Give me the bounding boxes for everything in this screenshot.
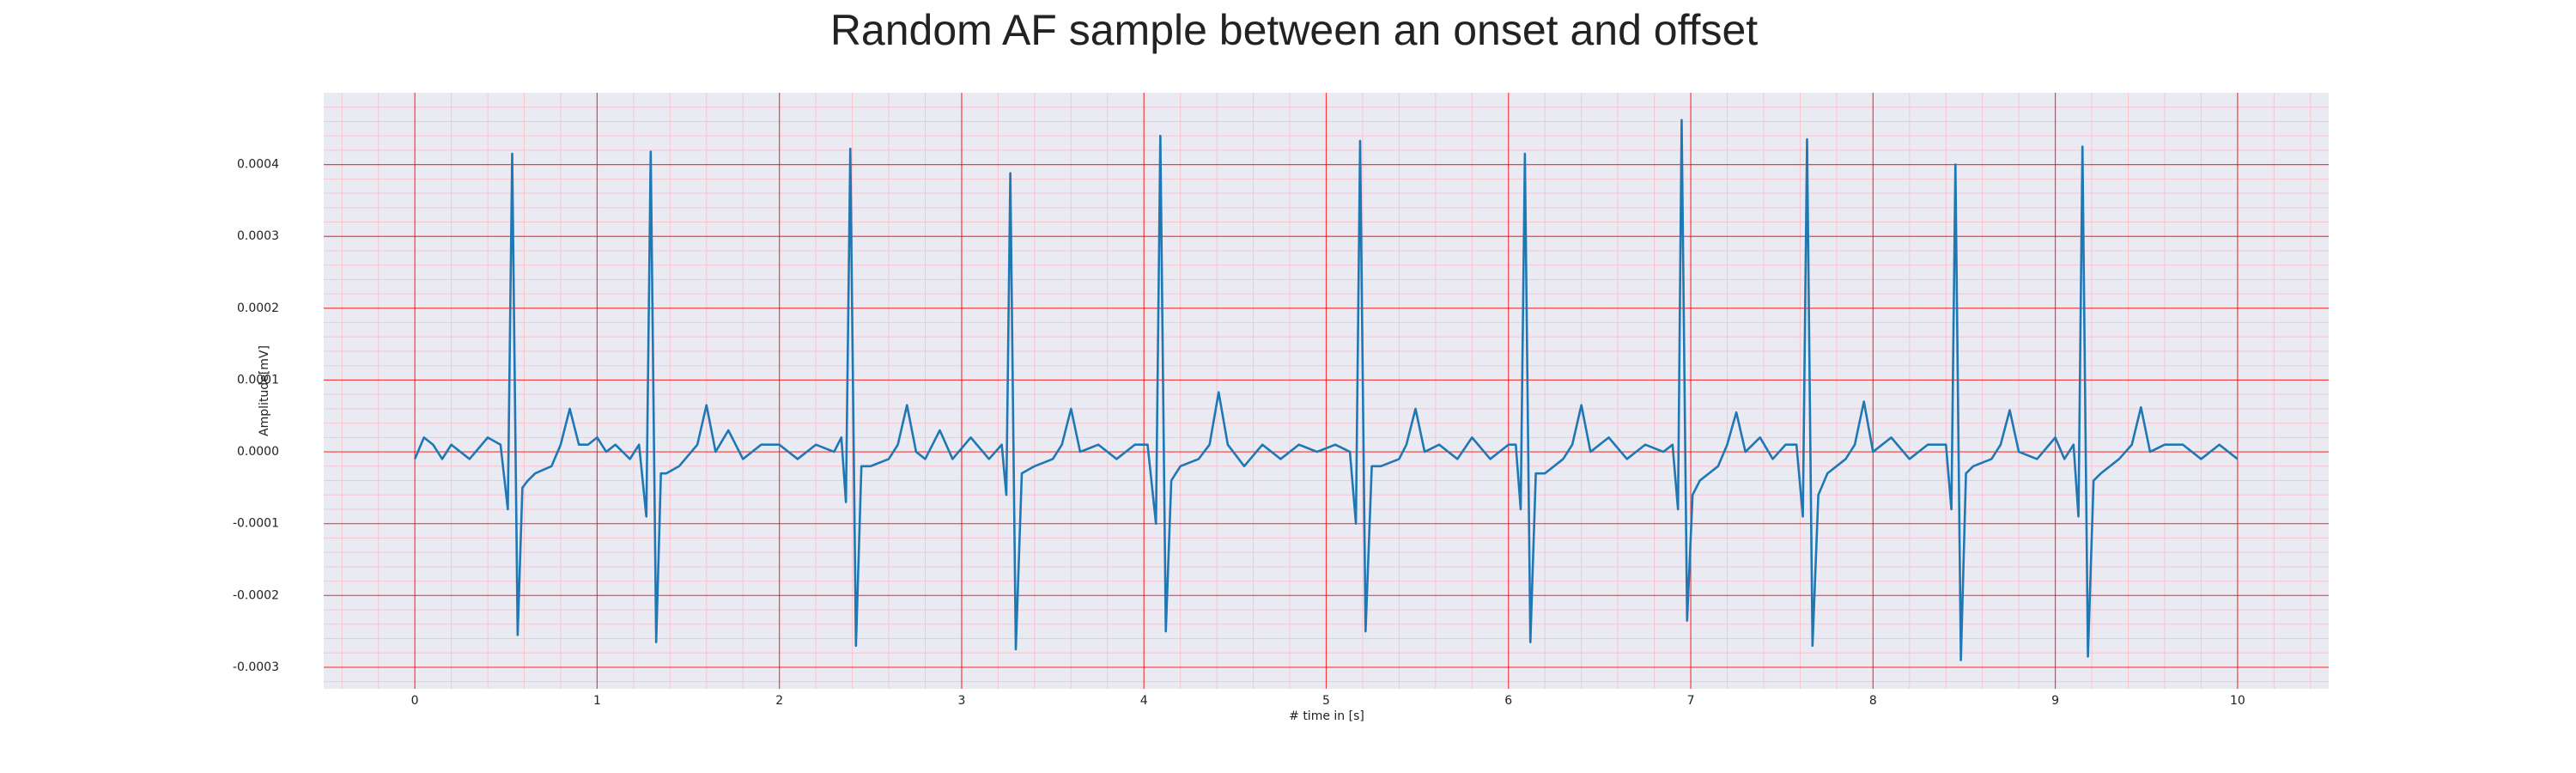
y-tick-label: 0.0000 xyxy=(237,445,279,459)
x-tick-label: 4 xyxy=(1140,694,1148,708)
x-axis-label: # time in [s] xyxy=(1289,709,1364,723)
y-tick-label: -0.0002 xyxy=(233,588,279,602)
x-tick-label: 6 xyxy=(1504,694,1512,708)
x-tick-label: 1 xyxy=(593,694,601,708)
y-tick-label: -0.0001 xyxy=(233,517,279,531)
x-tick-label: 9 xyxy=(2051,694,2059,708)
x-tick-label: 5 xyxy=(1322,694,1330,708)
x-tick-label: 3 xyxy=(957,694,965,708)
x-tick-label: 7 xyxy=(1687,694,1695,708)
x-tick-label: 10 xyxy=(2230,694,2245,708)
x-tick-label: 2 xyxy=(775,694,783,708)
x-tick-label: 8 xyxy=(1869,694,1877,708)
y-axis-label: Amplitude[mV] xyxy=(258,345,271,436)
signal-line xyxy=(413,119,2239,661)
x-tick-label: 0 xyxy=(411,694,419,708)
y-tick-label: 0.0004 xyxy=(237,158,279,172)
y-tick-label: 0.0003 xyxy=(237,229,279,243)
y-tick-label: -0.0003 xyxy=(233,660,279,674)
chart-title: Random AF sample between an onset and of… xyxy=(830,6,1758,54)
y-tick-label: 0.0001 xyxy=(237,373,279,386)
y-tick-label: 0.0002 xyxy=(237,301,279,315)
